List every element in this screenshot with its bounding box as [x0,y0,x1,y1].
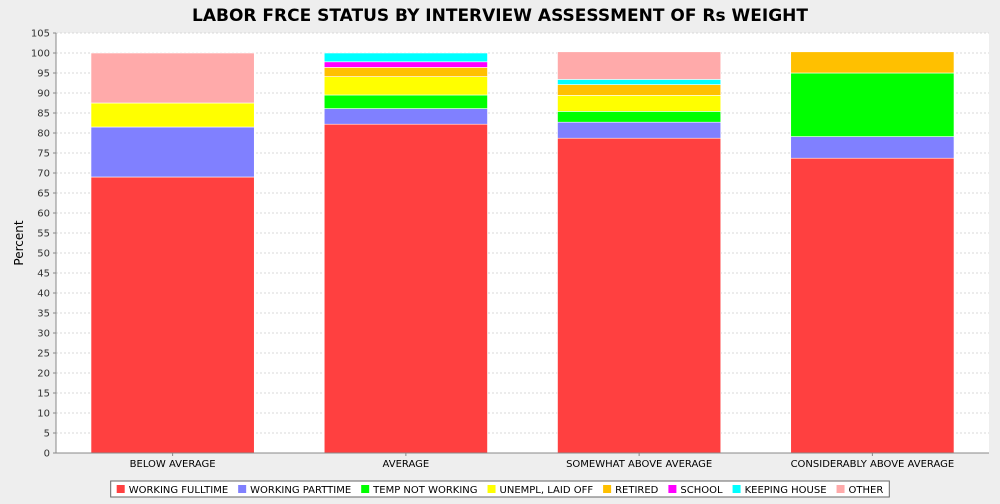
x-tick-label: AVERAGE [383,459,430,470]
y-tick-label: 25 [37,349,50,360]
y-tick-label: 15 [37,389,50,400]
y-tick-label: 105 [31,29,50,40]
y-tick-label: 80 [37,129,50,140]
bar-segment [323,108,488,125]
y-tick-label: 95 [37,69,50,80]
bar-segment [790,136,955,159]
bar-segment [557,95,722,112]
bar-segment [790,72,955,137]
legend-label: SCHOOL [680,485,723,496]
x-tick-label: CONSIDERABLY ABOVE AVERAGE [791,459,955,470]
y-tick-label: 40 [37,289,50,300]
bar-segment [90,176,255,454]
legend-swatch [487,485,496,493]
y-tick-label: 100 [31,49,50,60]
y-tick-label: 65 [37,189,50,200]
x-tick-label: BELOW AVERAGE [130,459,216,470]
y-tick-label: 10 [37,409,50,420]
y-tick-label: 55 [37,229,50,240]
y-tick-label: 90 [37,89,50,100]
y-tick-label: 85 [37,109,50,120]
legend-swatch [361,485,370,493]
axes: 0 5 10 15 20 25 30 35 40 45 50 55 60 65 70 75 80 85 90 95 10… [31,29,989,470]
y-tick-label: 20 [37,369,50,380]
y-tick-label: 30 [37,329,50,340]
bar-segment [323,94,488,109]
legend-swatch [603,485,612,493]
bar-segment [90,52,255,104]
bar-segment [557,137,722,454]
bars [90,51,955,454]
legend-label: WORKING PARTTIME [250,485,351,496]
bar-segment [90,102,255,128]
legend-label: UNEMPL, LAID OFF [500,485,594,496]
y-tick-label: 35 [37,309,50,320]
bar-segment [323,76,488,96]
legend-label: OTHER [849,485,884,496]
legend-swatch [836,485,845,493]
legend-label: KEEPING HOUSE [745,485,827,496]
y-tick-label: 75 [37,149,50,160]
bar-segment [790,157,955,454]
bar-segment [557,121,722,139]
y-tick-label: 5 [44,429,50,440]
legend-swatch [668,485,677,493]
bar-segment [323,67,488,77]
legend-swatch [732,485,741,493]
bar-segment [557,79,722,85]
legend-swatch [238,485,247,493]
legend-swatch [116,485,125,493]
bar-segment [323,52,488,63]
legend-label: WORKING FULLTIME [129,485,228,496]
bar-segment [557,51,722,80]
y-tick-label: 50 [37,249,50,260]
bar-segment [790,51,955,74]
bar-segment [557,111,722,123]
y-axis-label: Percent [12,220,26,265]
y-tick-label: 60 [37,209,50,220]
y-tick-label: 70 [37,169,50,180]
y-tick-label: 45 [37,269,50,280]
legend-label: TEMP NOT WORKING [372,485,477,496]
x-tick-label: SOMEWHAT ABOVE AVERAGE [566,459,712,470]
legend: WORKING FULLTIME WORKING PARTTIME TEMP NOT… [110,480,890,498]
legend-box [110,480,890,498]
bar-segment [323,61,488,68]
legend-label: RETIRED [615,485,659,496]
bar-segment [557,84,722,96]
bar-segment [90,126,255,178]
y-tick-label: 0 [44,449,50,460]
chart-title: LABOR FRCE STATUS BY INTERVIEW ASSESSMEN… [192,6,808,26]
bar-segment [323,123,488,454]
